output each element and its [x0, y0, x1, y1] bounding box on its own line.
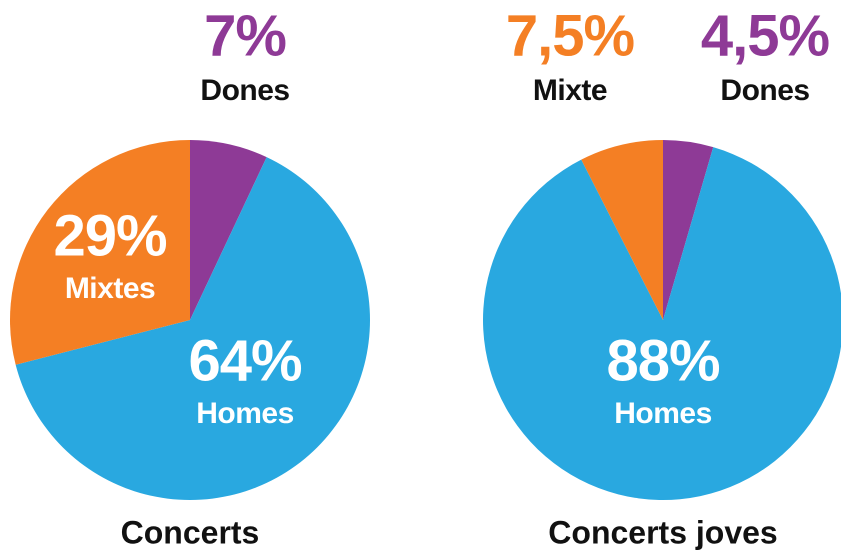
slice-value-label: 64% [188, 328, 302, 393]
slice-category-label: Dones [200, 74, 289, 107]
slice-category-label: Mixte [533, 74, 607, 107]
pie-slice [483, 147, 841, 500]
slice-category-label: Dones [720, 74, 809, 107]
chart-title: Concerts joves [548, 514, 777, 550]
slice-value-label: 7,5% [506, 3, 635, 68]
pie-slice [9, 140, 191, 365]
pie-slice [581, 140, 663, 320]
pie-slice [190, 140, 267, 320]
slice-category-label: Homes [196, 397, 294, 430]
slice-category-label: Mixtes [65, 272, 155, 305]
pie-slice [15, 157, 371, 501]
slice-value-label: 29% [53, 203, 167, 268]
slice-category-label: Homes [614, 397, 712, 430]
pie-slice [663, 140, 714, 320]
slice-value-label: 88% [606, 328, 720, 393]
slice-value-label: 7% [204, 3, 286, 68]
chart-title: Concerts [121, 514, 260, 550]
slice-value-label: 4,5% [701, 3, 830, 68]
